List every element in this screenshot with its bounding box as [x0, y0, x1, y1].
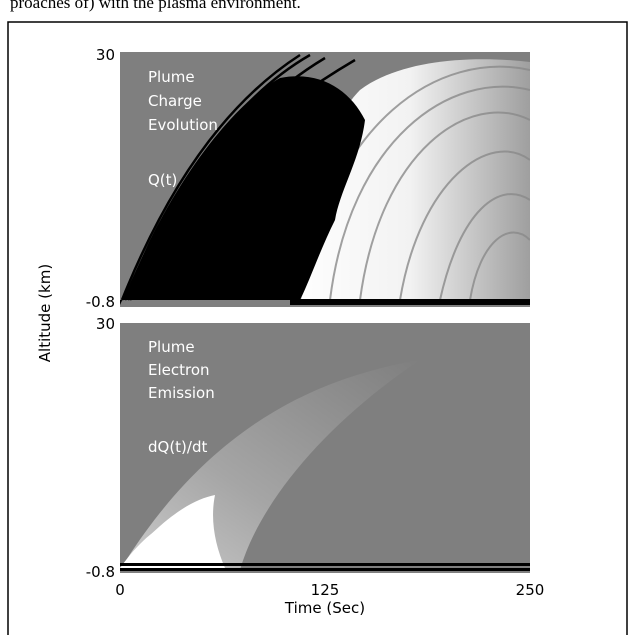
annotation: Q(t)	[148, 171, 177, 189]
y-tick-label: 30	[96, 315, 115, 333]
annotation: Emission	[148, 384, 215, 402]
annotation: Electron	[148, 361, 210, 379]
top-annotation: Plume Charge Evolution Q(t)	[148, 68, 218, 189]
y-tick-label: -0.8	[86, 293, 115, 311]
annotation: Evolution	[148, 116, 218, 134]
y-axis-label: Altitude (km)	[36, 264, 54, 362]
x-tick-label: 250	[516, 581, 545, 599]
caption-fragment: proaches of) with the plasma environment…	[10, 0, 301, 12]
annotation: Charge	[148, 92, 202, 110]
annotation: Plume	[148, 338, 195, 356]
x-tick-label: 0	[115, 581, 125, 599]
x-axis-label: Time (Sec)	[284, 599, 365, 617]
annotation: dQ(t)/dt	[148, 438, 207, 456]
panel-image	[120, 52, 530, 307]
y-tick-label: 30	[96, 46, 115, 64]
y-tick-label: -0.8	[86, 563, 115, 581]
figure-border	[7, 21, 628, 635]
x-tick-label: 125	[311, 581, 340, 599]
panel-image	[120, 323, 530, 573]
annotation: Plume	[148, 68, 195, 86]
bottom-annotation: Plume Electron Emission dQ(t)/dt	[148, 338, 215, 456]
